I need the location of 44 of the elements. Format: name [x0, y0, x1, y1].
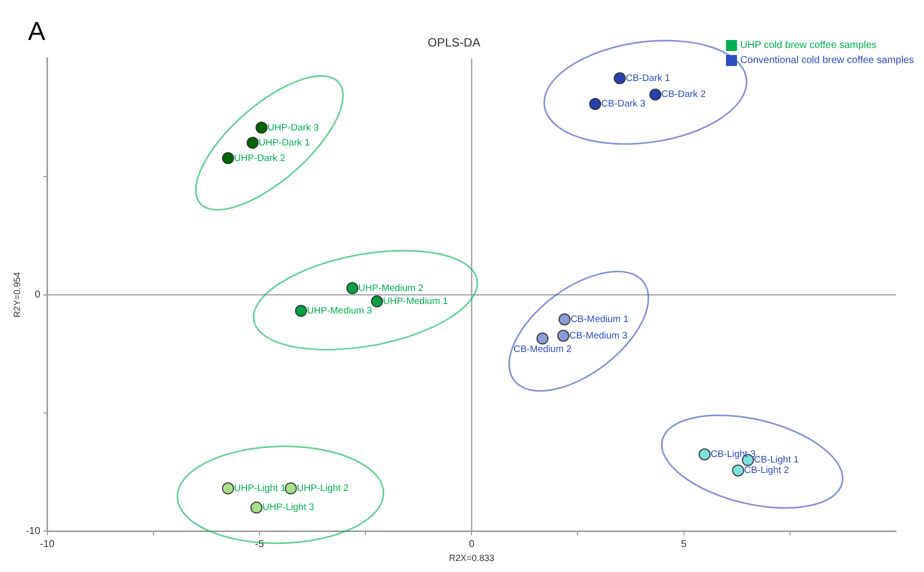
annotation: UHP-Light 2 — [296, 483, 349, 494]
annotation: UHP-Dark 2 — [234, 152, 286, 164]
point — [732, 464, 744, 476]
annotation: UHP-Medium 3 — [307, 306, 372, 316]
annotation: CB-Light 2 — [744, 465, 790, 476]
point — [256, 122, 268, 134]
point — [649, 88, 662, 101]
x-axis-title: R2X=0.833 — [448, 553, 494, 564]
point — [698, 448, 711, 460]
annotation: CB-Medium 1 — [570, 314, 629, 326]
annotation: CB-Medium 3 — [569, 330, 628, 342]
annotation: CB-Light 1 — [754, 454, 799, 466]
point — [222, 152, 234, 164]
annotation: CB-Dark 1 — [626, 72, 670, 84]
annotation: UHP-Light 1 — [234, 483, 286, 494]
chart-title: OPLS-DA — [428, 36, 480, 50]
annotation: CB-Dark 2 — [661, 89, 706, 100]
point — [284, 482, 297, 494]
annotation: CB-Light 3 — [710, 448, 756, 460]
point — [536, 332, 548, 345]
annotation: CB-Medium 2 — [513, 344, 572, 355]
text: A — [28, 16, 46, 47]
annotation: UHP-Dark 1 — [258, 137, 310, 148]
point — [295, 304, 308, 317]
legend-label: Conventional cold brew coffee samples — [740, 54, 914, 68]
point — [246, 136, 259, 149]
point — [557, 330, 570, 342]
point — [558, 313, 571, 326]
y-axis-title: R2Y=0.954 — [12, 272, 22, 318]
point — [346, 282, 358, 294]
annotation: UHP-Light 3 — [262, 502, 314, 514]
point — [370, 295, 383, 308]
x-tick-label: 5 — [681, 538, 688, 550]
x-tick-label: -10 — [40, 538, 55, 550]
point — [614, 72, 626, 84]
point — [222, 482, 234, 494]
point — [589, 98, 602, 110]
annotation: CB-Dark 3 — [601, 98, 646, 110]
annotation: UHP-Medium 1 — [382, 296, 448, 308]
x-tick-label: 0 — [468, 538, 475, 550]
point — [250, 502, 262, 514]
legend-label: UHP cold brew coffee samples — [740, 39, 877, 53]
annotation: UHP-Dark 3 — [268, 122, 319, 134]
annotation: UHP-Medium 2 — [358, 282, 424, 294]
